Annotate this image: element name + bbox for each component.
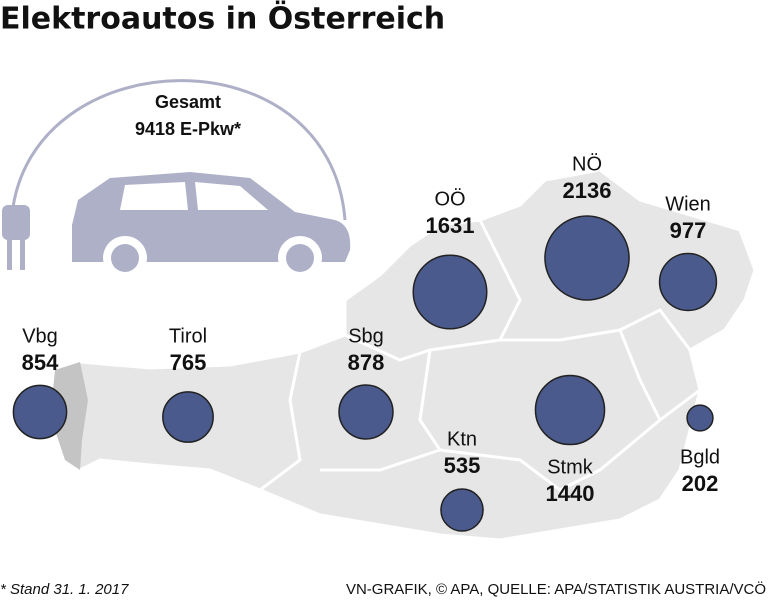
- state-borders: [259, 219, 701, 492]
- region-value: 1440: [546, 481, 595, 506]
- region-value: 854: [22, 350, 59, 375]
- bubble: [440, 488, 484, 532]
- region-name: OÖ: [434, 188, 465, 210]
- total-value: 9418: [135, 119, 175, 139]
- region-value: 2136: [563, 178, 612, 203]
- vorarlberg: [52, 362, 88, 470]
- region-name: Wien: [665, 193, 711, 215]
- bubble: [534, 374, 606, 446]
- regions: Vbg 854 Tirol 765 Sbg 878 OÖ 1631 NÖ 2136 Wien 977 K…: [12, 153, 720, 532]
- region-value: 202: [682, 471, 719, 496]
- region-value: 977: [670, 218, 707, 243]
- bubble: [412, 254, 488, 330]
- bubble: [658, 252, 718, 312]
- total-unit: E-Pkw*: [180, 119, 241, 139]
- title: Elektroautos in Österreich: [0, 0, 445, 37]
- region-name: Ktn: [447, 428, 477, 450]
- region-value: 1631: [426, 213, 475, 238]
- region-value: 878: [348, 350, 385, 375]
- source: VN-GRAFIK, © APA, QUELLE: APA/STATISTIK …: [346, 580, 766, 598]
- region-name: Vbg: [22, 325, 58, 347]
- region-value: 765: [170, 350, 207, 375]
- bubble: [338, 384, 394, 440]
- footnote: * Stand 31. 1. 2017: [0, 581, 129, 598]
- total-text: 9418 E-Pkw*: [135, 119, 241, 139]
- region-name: Bgld: [680, 446, 720, 468]
- bubble: [686, 404, 714, 432]
- region-name: NÖ: [572, 153, 602, 175]
- bubble: [12, 384, 68, 440]
- region-name: Stmk: [547, 456, 594, 478]
- region-value: 535: [444, 453, 481, 478]
- bubble: [162, 391, 214, 443]
- total-label: Gesamt: [155, 92, 221, 112]
- car-icon: [2, 79, 351, 280]
- region-name: Tirol: [169, 325, 207, 347]
- region-name: Sbg: [348, 325, 384, 347]
- bubble: [544, 215, 630, 301]
